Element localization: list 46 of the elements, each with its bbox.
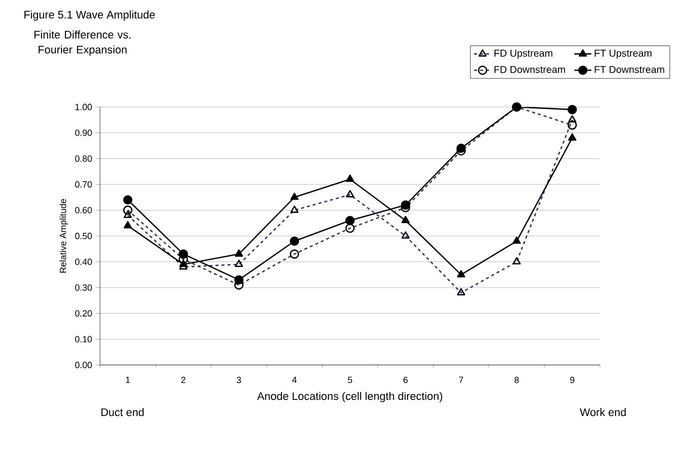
- point: [234, 249, 244, 257]
- x-tick-label: 3: [236, 376, 241, 384]
- x-tick-label: 6: [404, 376, 408, 384]
- point: [123, 195, 132, 205]
- legend-label: FT Downstream: [594, 66, 664, 74]
- y-tick-label: 0.20: [75, 310, 92, 317]
- x-tick-label: 5: [348, 376, 352, 384]
- y-tick-label: 0.60: [75, 207, 92, 214]
- legend-label: FD Upstream: [494, 50, 552, 59]
- text: Duct end: [101, 408, 144, 416]
- y-tick-label: 0.10: [75, 336, 92, 342]
- point: [568, 133, 576, 141]
- text: Work end: [580, 408, 626, 416]
- y-tick-label: 0.30: [75, 284, 92, 291]
- x-tick-label: 7: [459, 376, 464, 383]
- y-tick-label: 0.50: [75, 232, 92, 240]
- point: [512, 236, 521, 244]
- x-tick-label: 1: [126, 376, 130, 383]
- y-tick-label: 0.80: [75, 155, 92, 162]
- legend-label: FD Downstream: [494, 66, 565, 74]
- y-tick-label: 0.40: [75, 258, 92, 265]
- point: [234, 275, 244, 284]
- point: [290, 236, 300, 246]
- x-tick-label: 4: [292, 376, 297, 383]
- point: [290, 192, 299, 200]
- y-axis-title: Relative Amplitude: [60, 199, 68, 273]
- y-tick-label: 0.70: [75, 181, 92, 188]
- y-tick-label: 1.00: [75, 104, 92, 110]
- point: [457, 270, 466, 278]
- legend-label: FT Upstream: [594, 50, 652, 59]
- point: [178, 249, 188, 259]
- point: [124, 221, 132, 228]
- y-tick-label: 0.90: [75, 130, 92, 136]
- x-tick-label: 8: [514, 376, 519, 384]
- x-axis-title: Anode Locations (cell length direction): [257, 392, 442, 402]
- point: [346, 174, 354, 182]
- point: [401, 216, 410, 224]
- chart-title: Figure 5.1 Wave Amplitude: [24, 10, 155, 21]
- point: [568, 104, 577, 114]
- x-tick-label: 9: [570, 376, 574, 384]
- point: [345, 216, 355, 226]
- point: [400, 200, 410, 210]
- chart-subtitle: Finite Difference vs. Fourier Expansion: [34, 30, 130, 56]
- point: [456, 144, 466, 153]
- x-tick-label: 2: [181, 376, 186, 384]
- y-tick-label: 0.00: [75, 362, 92, 368]
